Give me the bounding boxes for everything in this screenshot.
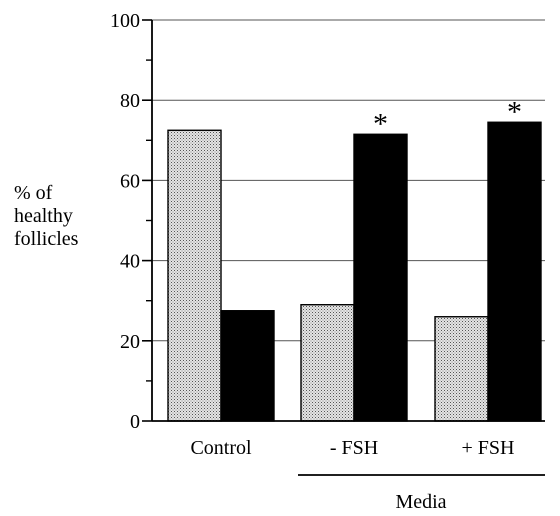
bar-1-0 [300, 304, 355, 422]
y-axis-label-line-1: % of [14, 182, 53, 204]
bar-0-1 [220, 310, 275, 422]
bar-0-0 [167, 129, 222, 422]
x-tick-label-2: + FSH [462, 437, 515, 459]
bar-2-1 [487, 121, 542, 422]
y-tick-label-0: 0 [130, 411, 140, 433]
x-tick-label-0: Control [190, 437, 252, 459]
y-axis-label: % of healthy follicles [14, 182, 78, 251]
y-tick-label-80: 80 [120, 90, 140, 112]
significance-marker: * [373, 107, 388, 140]
y-axis-label-line-3: follicles [14, 228, 79, 250]
labels: Control * - FSH * + FSH Media [190, 95, 522, 513]
axes: 0 20 40 60 80 100 [110, 10, 545, 476]
media-group-label: Media [395, 491, 446, 513]
y-tick-label-60: 60 [120, 170, 140, 192]
y-axis-label-line-2: healthy [14, 205, 73, 227]
bar-2-0 [434, 316, 489, 422]
y-tick-label-40: 40 [120, 251, 140, 273]
bars [167, 121, 542, 422]
x-tick-label-1: - FSH [330, 437, 378, 459]
significance-marker: * [507, 95, 522, 128]
bar-1-1 [353, 133, 408, 422]
y-tick-label-100: 100 [110, 10, 140, 32]
y-tick-label-20: 20 [120, 331, 140, 353]
